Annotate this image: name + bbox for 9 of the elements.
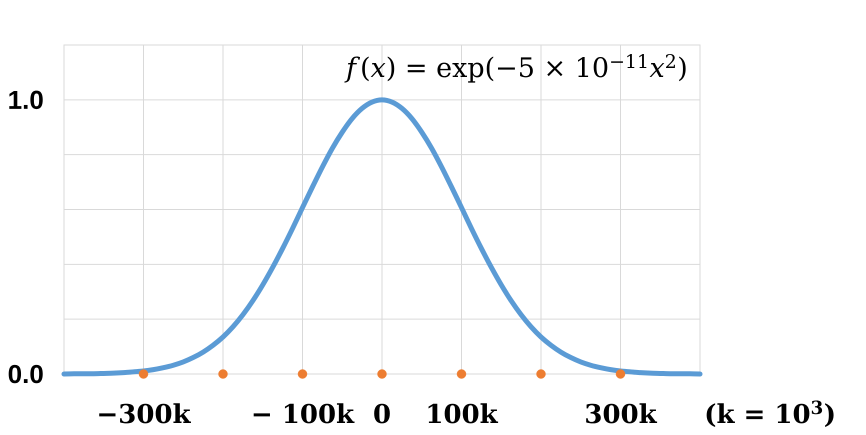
x-tick-label: 100k — [428, 403, 498, 424]
x-tick-label: 300k — [586, 403, 658, 424]
x-tick-label: −300k — [99, 403, 191, 424]
x-axis-title: (k = 10$^{3}$) — [706, 400, 834, 428]
x-tick-label: − 100k — [254, 403, 355, 424]
y-tick-label: 0.0 — [8, 364, 43, 384]
x-tick-label: 0 — [374, 404, 390, 424]
y-tick-label: 1.0 — [9, 90, 43, 110]
annotation: f(x) = exp(−5 × 10$^{−11}$x$^{2}$) — [344, 54, 686, 83]
